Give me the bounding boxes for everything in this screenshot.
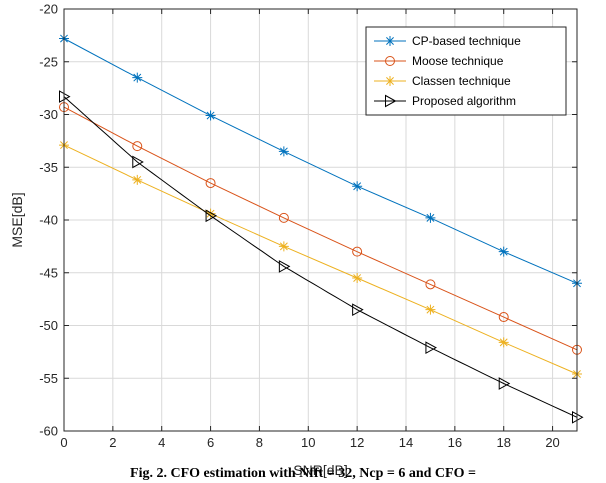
legend-label: CP-based technique [412,34,521,48]
data-point [425,341,437,355]
legend-item: Proposed algorithm [374,94,516,108]
y-tick-label: -30 [39,107,58,122]
legend-swatch-marker [385,94,397,108]
asterisk-marker-shape [278,146,289,157]
legend-swatch-marker [385,56,395,66]
legend-swatch-marker [385,76,395,86]
legend-item: Classen technique [374,74,511,88]
triangle-marker-shape [385,94,397,108]
series-2 [59,102,582,355]
y-tick-label: -45 [39,265,58,280]
y-tick-label: -25 [39,54,58,69]
data-point [425,304,436,315]
data-point [498,312,509,323]
asterisk-marker-shape [205,110,216,121]
legend-label: Moose technique [412,54,504,68]
triangle-marker-shape [132,155,144,169]
data-point [132,141,143,152]
data-point [352,246,363,257]
circle-marker-shape [498,312,509,323]
asterisk-marker-shape [498,246,509,257]
asterisk-marker-shape [205,208,216,219]
circle-marker-shape [425,279,436,290]
y-tick-label: -50 [39,318,58,333]
asterisk-marker-shape [425,304,436,315]
figure-caption: Fig. 2. CFO estimation with Nfft = 32, N… [130,466,476,481]
data-point [205,209,218,223]
asterisk-marker-shape [352,273,363,284]
y-tick-label: -40 [39,213,58,228]
data-point [205,110,216,121]
asterisk-marker-shape [278,241,289,252]
circle-marker-shape [352,246,363,257]
circle-marker-shape [385,56,395,66]
data-point [132,155,144,169]
triangle-marker-shape [352,303,364,317]
legend-label: Proposed algorithm [412,94,516,108]
y-axis-title: MSE[dB] [9,192,25,247]
x-tick-label: 18 [496,435,510,450]
asterisk-marker-shape [352,181,363,192]
data-point [278,146,289,157]
x-tick-label: 16 [448,435,462,450]
y-tick-label: -35 [39,160,58,175]
data-point [205,208,216,219]
asterisk-marker-shape [498,337,509,348]
legend-item: Moose technique [374,54,504,68]
series-line [63,144,578,375]
x-tick-label: 10 [301,435,315,450]
asterisk-marker-shape [132,174,143,185]
triangle-marker-shape [205,209,218,223]
circle-marker-shape [278,212,289,223]
x-tick-label: 2 [109,435,116,450]
legend-swatch-marker [385,36,395,46]
x-axis-title: SNR[dB] [293,462,347,478]
triangle-marker-shape [498,377,511,390]
data-point [132,72,143,83]
asterisk-marker-shape [385,76,395,86]
triangle-marker-shape [278,260,291,273]
series-line [63,38,578,284]
legend-label: Classen technique [412,74,511,88]
legend-item: CP-based technique [374,34,521,48]
y-tick-label: -60 [39,424,58,439]
x-tick-label: 20 [545,435,559,450]
x-tick-label: 12 [350,435,364,450]
circle-marker-shape [132,141,143,152]
triangle-marker-shape [425,341,437,355]
y-tick-label: -55 [39,371,58,386]
x-tick-label: 4 [158,435,165,450]
axis-ticks: 0 2 4 6 8 10 12 14 16 18 20 -60 -55 -50 -45 -40 -35 -30 -2… [39,2,577,450]
data-point [425,212,436,223]
x-tick-label: 0 [60,435,67,450]
data-point [498,246,509,257]
data-point [278,212,289,223]
asterisk-marker-shape [385,36,395,46]
x-tick-label: 14 [399,435,413,450]
data-point [498,337,509,348]
series-line [63,106,578,351]
asterisk-marker-shape [132,72,143,83]
legend: CP-based technique Moose technique Classen… [365,26,567,116]
data-point [352,303,364,317]
data-point [132,174,143,185]
circle-marker-shape [205,178,216,189]
asterisk-marker-shape [425,212,436,223]
data-point [352,181,363,192]
y-tick-label: -20 [39,2,58,17]
series-line [63,96,578,418]
data-point [352,273,363,284]
data-point [205,178,216,189]
data-point [278,241,289,252]
x-tick-label: 6 [207,435,214,450]
x-tick-label: 8 [256,435,263,450]
data-point [278,260,291,273]
data-point [498,377,511,390]
legend-box [365,26,567,116]
series-layer [59,33,584,424]
data-point [425,279,436,290]
